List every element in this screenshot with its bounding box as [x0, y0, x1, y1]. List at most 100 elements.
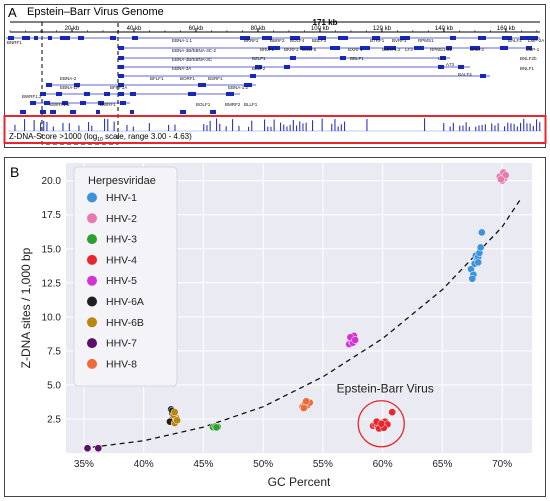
gene-label: EBNA-3B/EBNA-3C [172, 57, 213, 62]
zdna-bar [529, 123, 531, 131]
gene-exon [262, 36, 272, 40]
zdna-bar [168, 124, 170, 131]
zdna-bar [452, 122, 454, 131]
gene-label: BRLF1 [260, 47, 275, 52]
zdna-bar [305, 122, 307, 131]
zdna-bar [132, 126, 134, 131]
point-hhv-1 [477, 228, 486, 237]
legend-title: Herpesviridae [88, 175, 156, 187]
zdna-bar [52, 126, 54, 131]
ruler-tick-label: 120 kb [373, 26, 392, 32]
zdna-bar [216, 118, 218, 131]
gene-exon [520, 36, 538, 40]
panel-b-label: B [10, 164, 19, 180]
gene-label: BNRF1 [7, 40, 22, 45]
gene-label: EBNA-1.1 [172, 38, 193, 43]
zdna-bar [539, 122, 541, 131]
gene-label: BLLF1 [244, 102, 258, 107]
gene-label: LF1 [438, 56, 446, 61]
x-tick-label: 70% [492, 459, 512, 470]
gene-exon [70, 110, 76, 114]
zdna-bar [494, 125, 496, 131]
gene-label: BNLF1 [520, 66, 535, 71]
gene-exon [340, 56, 346, 60]
gene-label: A73 [446, 62, 455, 67]
point-hhv-3 [212, 423, 221, 432]
zdna-bar [478, 125, 480, 131]
legend-marker [87, 358, 97, 369]
gene-exon [30, 101, 36, 105]
point-hhv-4 [377, 419, 386, 428]
zdna-bar [465, 122, 467, 131]
zdna-bar [424, 118, 426, 131]
gene-labels: BNRF1 EBNA-1.1 EBNA-3B/EBNA-3C-2 EBNA-3B/EB… [7, 38, 544, 107]
zdna-bar [443, 123, 445, 131]
zdna-bar [536, 119, 538, 131]
gene-label: EBNA-3B/EBNA-3C-2 [172, 48, 217, 53]
gene-label: BBLF1 [350, 56, 364, 61]
zdna-bar [504, 126, 506, 131]
zdna-bar [88, 122, 90, 131]
gene-exon [290, 36, 300, 40]
zdna-bar [248, 126, 250, 131]
scatter-chart-panel: B 35% 40% 45% 50% 55% 60% 65% 70% 2.5 5.0 7.5 10.0… [4, 157, 546, 497]
zdna-score-track [8, 118, 542, 132]
ruler-tick-label: 80 kb [251, 26, 266, 32]
gene-exon [118, 56, 124, 60]
ruler-tick-label: 100 kb [311, 26, 330, 32]
gene-exon [284, 65, 290, 69]
zdna-bar [337, 126, 339, 131]
zdna-bar [513, 124, 515, 131]
zdna-bar [62, 123, 64, 131]
y-axis-label: Z-DNA sites / 1,000 bp [19, 247, 33, 368]
y-tick-label: 2.5 [47, 414, 61, 425]
legend-marker [87, 275, 97, 286]
x-tick-label: 40% [134, 459, 154, 470]
legend-box [73, 166, 178, 387]
genome-browser-panel: A Epstein–Barr Virus Genome 171 kb 20 kb… [3, 4, 547, 148]
gene-exon [46, 83, 52, 87]
point-hhv-6b [173, 416, 181, 425]
gene-label: BALF4 [458, 72, 472, 77]
gene-exon [290, 56, 296, 60]
zdna-bar [33, 119, 35, 131]
gene-exon [130, 92, 136, 96]
y-tick-label: 10.0 [42, 312, 62, 323]
ruler-tick-label: 160 kb [497, 26, 516, 32]
zdna-bar [449, 126, 451, 131]
gene-exon [502, 36, 512, 40]
gene-label: LF3 [405, 47, 413, 52]
gene-exon [438, 65, 444, 69]
point-hhv-8 [299, 404, 308, 412]
zdna-bar [267, 126, 269, 131]
gene-exon [56, 92, 62, 96]
gene-label: BOLF4 [290, 38, 305, 43]
point-hhv-1 [468, 274, 477, 283]
gene-exon [50, 110, 56, 114]
zdna-bar [302, 123, 304, 131]
zdna-bar [232, 119, 234, 131]
gene-exon [130, 110, 134, 114]
zdna-track-highlight [3, 115, 547, 144]
zdna-bar [78, 125, 80, 131]
zdna-bar [497, 123, 499, 131]
point-hhv-1 [474, 258, 483, 267]
gene-label: BZLF1 [252, 56, 266, 61]
legend: Herpesviridae HHV-1HHV-2HHV-3HHV-4HHV-5H… [73, 166, 178, 387]
genome-title: Epstein–Barr Virus Genome [27, 6, 164, 18]
gene-exon [84, 92, 90, 96]
gene-exon [110, 36, 116, 40]
point-hhv-4 [388, 408, 397, 417]
legend-label: HHV-7 [106, 338, 137, 350]
gene-exon [62, 101, 68, 105]
ruler-tick-label: 40 kb [127, 26, 142, 32]
gene-exon [338, 36, 348, 40]
gene-exon [440, 56, 446, 60]
gene-exon [300, 46, 312, 50]
gene-exon [500, 46, 508, 50]
gene-label: EBNA-3A [172, 66, 191, 71]
x-tick-label: 60% [373, 459, 393, 470]
gene-exon [180, 110, 186, 114]
gene-exon [446, 46, 452, 50]
zdna-bar [270, 126, 272, 131]
